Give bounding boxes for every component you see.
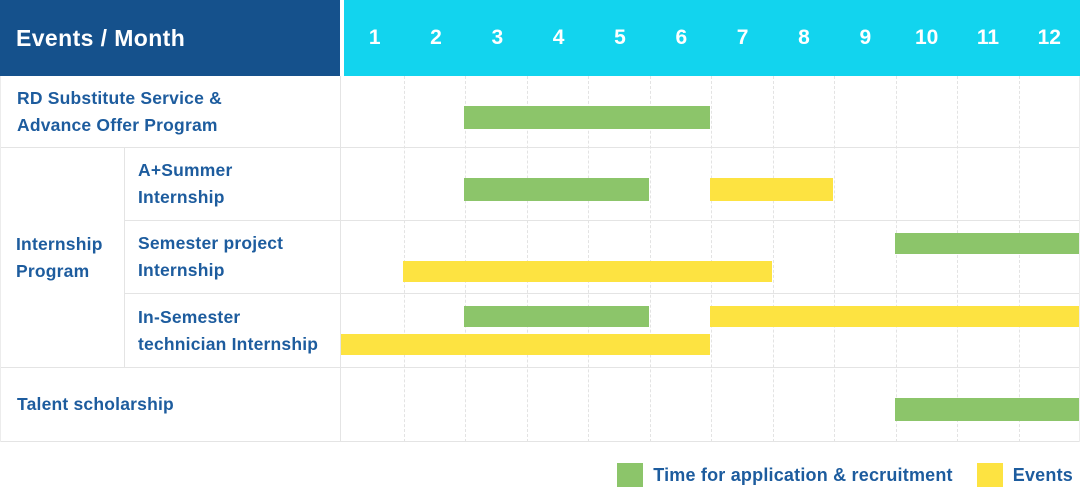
table-row-a-plus-summer: A+Summer Internship	[125, 148, 1079, 221]
header-row: Events / Month 1 2 3 4 5 6 7 8 9 10 11 12	[0, 0, 1080, 76]
month-header-cell: 10	[914, 26, 939, 49]
row-chart-talent-scholarship	[341, 368, 1079, 441]
events-bar	[402, 261, 772, 282]
row-chart-a-plus-summer	[341, 148, 1079, 220]
table-row-rd-substitute: RD Substitute Service & Advance Offer Pr…	[1, 76, 1079, 148]
application-recruitment-bar	[464, 178, 649, 201]
row-label-talent-scholarship: Talent scholarship	[1, 368, 341, 441]
month-header-cell: 5	[614, 26, 626, 49]
legend-label: Events	[1012, 464, 1073, 485]
row-label-in-semester-technician: In-Semester technician Internship	[125, 294, 341, 367]
legend-item-green: Time for application & recruitment	[617, 463, 953, 487]
month-header-cell: 4	[552, 26, 565, 49]
month-header-cell: 3	[491, 26, 504, 49]
row-chart-semester-project	[341, 221, 1079, 293]
legend-label: Time for application & recruitment	[653, 464, 953, 485]
table-row-semester-project: Semester project Internship	[125, 221, 1079, 294]
month-header-cell: 1	[368, 26, 381, 49]
application-recruitment-bar	[464, 306, 649, 327]
month-header-cell: 9	[859, 26, 872, 49]
month-header-cell: 2	[430, 26, 442, 49]
green-swatch-icon	[617, 463, 644, 487]
legend-item-yellow: Events	[976, 463, 1073, 487]
application-recruitment-bar	[894, 233, 1079, 254]
table-group-internship-program: Internship Program A+Summer Internship S…	[1, 148, 1079, 368]
header-divider	[340, 0, 344, 76]
events-bar	[710, 178, 833, 201]
row-chart-rd-substitute	[341, 76, 1079, 147]
row-label-a-plus-summer: A+Summer Internship	[125, 148, 341, 220]
events-bar	[341, 334, 710, 355]
events-bar	[710, 306, 1079, 327]
table-row-in-semester-technician: In-Semester technician Internship	[125, 294, 1079, 367]
row-chart-in-semester-technician	[341, 294, 1079, 367]
legend: Time for application & recruitment Events	[0, 463, 1080, 487]
header-title-cell: Events / Month	[0, 0, 340, 76]
yellow-swatch-icon	[976, 463, 1003, 487]
month-header-cell: 12	[1037, 26, 1061, 49]
header-title: Events / Month	[16, 24, 186, 51]
month-header-cell: 6	[675, 26, 688, 49]
row-label-rd-substitute: RD Substitute Service & Advance Offer Pr…	[1, 76, 341, 147]
application-recruitment-bar	[464, 106, 710, 129]
internship-subrows: A+Summer Internship Semester project Int…	[125, 148, 1079, 367]
application-recruitment-bar	[894, 398, 1079, 421]
month-header-row: 1 2 3 4 5 6 7 8 9 10 11 12	[344, 0, 1080, 76]
month-header-cell: 7	[736, 26, 749, 49]
table-row-talent-scholarship: Talent scholarship	[1, 368, 1079, 442]
row-label-semester-project: Semester project Internship	[125, 221, 341, 293]
month-header-cell: 11	[976, 26, 1000, 49]
month-header-cell: 8	[798, 26, 810, 49]
group-label-internship-program: Internship Program	[1, 148, 125, 367]
chart-body: RD Substitute Service & Advance Offer Pr…	[0, 76, 1080, 442]
